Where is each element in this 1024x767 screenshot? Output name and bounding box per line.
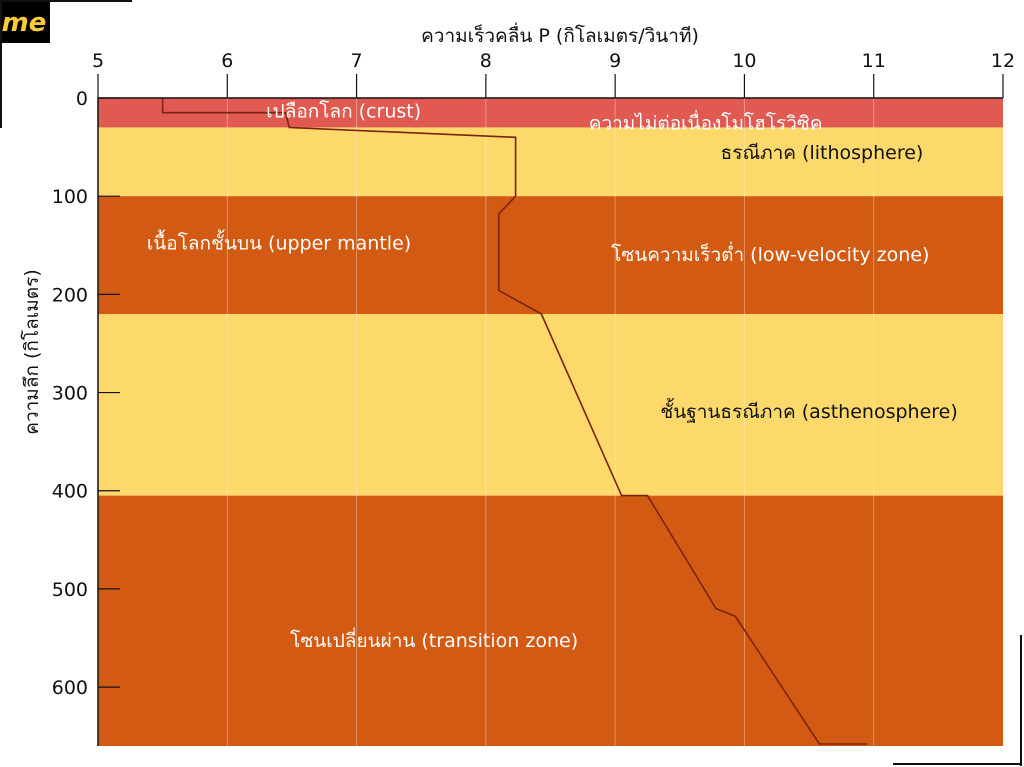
annotation-low-velocity-zone: โซนความเร็วต่ำ (low-velocity zone)	[611, 241, 929, 266]
layer-labels: เปลือกโลก (crust) ธรณีภาค (lithosphere) เน…	[147, 100, 958, 652]
logo-background	[0, 0, 50, 43]
layer-band-upper-mantle	[98, 196, 1003, 314]
y-tick-label-300: 300	[52, 383, 88, 405]
layer-bands	[98, 98, 1003, 746]
y-tick-label-100: 100	[52, 186, 88, 208]
y-tick-label-500: 500	[52, 579, 88, 601]
layer-band-lithosphere	[98, 127, 1003, 197]
layer-label-crust: เปลือกโลก (crust)	[266, 100, 421, 123]
velocity-profile	[161, 98, 868, 745]
y-axis-label: ความลึก (กิโลเมตร)	[20, 269, 43, 435]
y-axis: 0 100 200 300 400 500 600	[52, 88, 120, 746]
y-tick-label-400: 400	[52, 481, 88, 503]
layer-label-transition-zone: โซนเปลี่ยนผ่าน (transition zone)	[290, 627, 578, 652]
x-axis-label: ความเร็วคลื่น P (กิโลเมตร/วินาที)	[421, 22, 699, 47]
logo: me	[0, 0, 50, 43]
layer-band-asthenosphere	[98, 314, 1003, 496]
layer-band-transition-zone	[98, 495, 1003, 746]
layer-label-lithosphere: ธรณีภาค (lithosphere)	[721, 142, 924, 164]
logo-text: me	[2, 8, 47, 38]
layer-label-asthenosphere: ชั้นฐานธรณีภาค (asthenosphere)	[660, 398, 957, 423]
y-tick-label-200: 200	[52, 284, 88, 306]
x-tick-label-12: 12	[991, 50, 1015, 72]
y-tick-label-0: 0	[76, 88, 88, 110]
x-tick-label-8: 8	[480, 50, 492, 72]
x-axis: 5 6 7 8 9 10 11 12	[92, 50, 1015, 99]
y-tick-label-600: 600	[52, 677, 88, 699]
x-tick-label-5: 5	[92, 50, 104, 72]
gridlines	[226, 98, 875, 746]
x-tick-label-11: 11	[862, 50, 886, 72]
x-tick-label-6: 6	[221, 50, 233, 72]
annotation-moho-discontinuity: ความไม่ต่อเนื่องโมโฮโรวิซิค	[589, 110, 823, 135]
velocity-line	[161, 98, 868, 745]
x-tick-label-9: 9	[609, 50, 621, 72]
x-tick-label-7: 7	[351, 50, 363, 72]
layer-label-upper-mantle: เนื้อโลกชั้นบน (upper mantle)	[147, 229, 411, 254]
x-tick-label-10: 10	[732, 50, 756, 72]
